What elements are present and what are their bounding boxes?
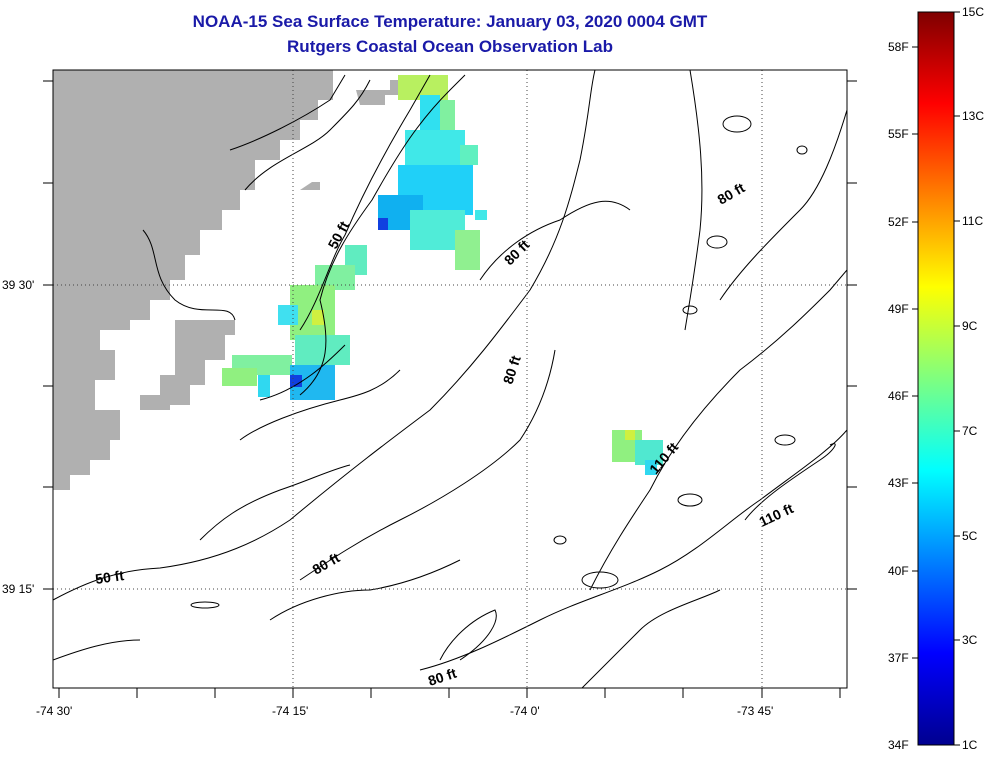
colorbar-fahrenheit-label: 58F: [888, 40, 909, 54]
y-tick-label: 39 15': [2, 582, 35, 596]
colorbar-celsius-label: 5C: [962, 529, 978, 543]
map-frame: [52, 69, 848, 689]
colorbar-fahrenheit-label: 34F: [888, 738, 909, 752]
x-tick-label: -73 45': [737, 704, 774, 718]
axis-ticks: [43, 80, 857, 698]
sst-pixels: [222, 75, 663, 475]
colorbar-celsius-label: 9C: [962, 319, 978, 333]
land-mass: [53, 70, 333, 490]
colorbar-celsius-label: 1C: [962, 738, 978, 752]
colorbar-celsius-label: 3C: [962, 633, 978, 647]
graticule: [53, 70, 847, 688]
map-title: NOAA-15 Sea Surface Temperature: January…: [192, 12, 708, 31]
colorbar-ticks: [912, 11, 960, 746]
colorbar-celsius-label: 13C: [962, 109, 985, 123]
colorbar-fahrenheit-label: 49F: [888, 302, 909, 316]
colorbar-celsius-label: 11C: [962, 214, 984, 228]
colorbar-fahrenheit-label: 43F: [888, 476, 909, 490]
map-subtitle: Rutgers Coastal Ocean Observation Lab: [287, 37, 613, 56]
colorbar-celsius-label: 15C: [962, 5, 985, 19]
bathymetry-contours: [53, 70, 847, 688]
contour-label: 80 ft: [501, 236, 533, 268]
colorbar-fahrenheit-label: 46F: [888, 389, 909, 403]
colorbar-fahrenheit-label: 37F: [888, 651, 909, 665]
colorbar: [917, 11, 955, 746]
colorbar-fahrenheit-label: 55F: [888, 127, 909, 141]
contour-label: 110 ft: [757, 500, 797, 530]
contour-label: 80 ft: [500, 353, 524, 386]
colorbar-fahrenheit-label: 52F: [888, 215, 909, 229]
contour-label: 80 ft: [426, 665, 459, 689]
contour-label: 50 ft: [94, 567, 125, 587]
x-tick-label: -74 30': [36, 704, 73, 718]
y-tick-label: 39 30': [2, 278, 35, 292]
colorbar-celsius-label: 7C: [962, 424, 978, 438]
x-tick-label: -74 0': [510, 704, 540, 718]
x-tick-label: -74 15': [272, 704, 309, 718]
contour-label: 80 ft: [715, 179, 748, 207]
colorbar-fahrenheit-label: 40F: [888, 564, 909, 578]
contour-label: 80 ft: [310, 549, 343, 577]
